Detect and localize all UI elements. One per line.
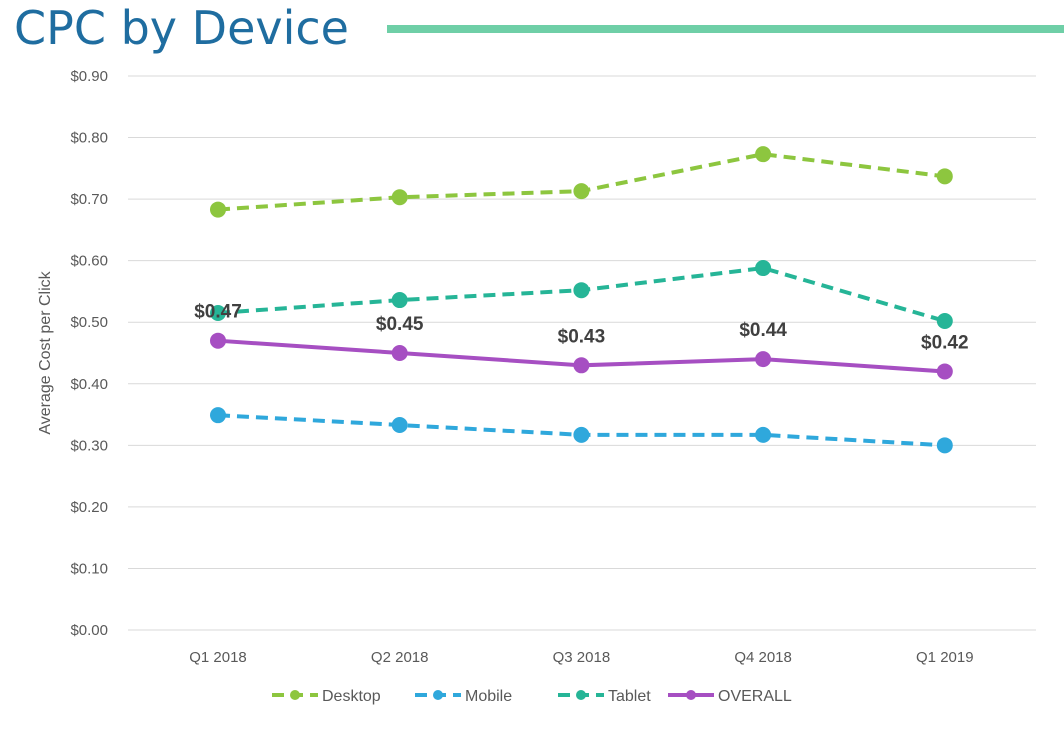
data-point-desktop: [573, 183, 590, 200]
legend-marker: [686, 690, 696, 700]
data-point-mobile: [210, 407, 226, 424]
y-tick-label: $0.10: [70, 560, 108, 577]
data-point-desktop: [755, 146, 772, 163]
x-tick-label: Q2 2018: [371, 649, 429, 666]
y-tick-label: $0.00: [70, 622, 108, 639]
x-tick-label: Q4 2018: [734, 649, 792, 666]
y-tick-label: $0.20: [70, 499, 108, 516]
y-tick-label: $0.30: [70, 437, 108, 454]
legend-label: Mobile: [465, 688, 512, 705]
data-point-overall: [573, 357, 590, 374]
data-label: $0.42: [921, 332, 969, 353]
y-tick-label: $0.40: [70, 376, 108, 393]
data-label: $0.43: [558, 326, 606, 347]
data-label: $0.45: [376, 314, 424, 335]
data-point-desktop: [936, 168, 953, 185]
data-point-tablet: [573, 282, 590, 299]
data-point-desktop: [210, 201, 226, 218]
legend-marker: [576, 690, 586, 700]
legend-label: Tablet: [608, 688, 651, 705]
data-label: $0.44: [739, 320, 787, 341]
y-tick-label: $0.80: [70, 130, 108, 147]
chart-title: CPC by Device: [14, 1, 349, 55]
y-tick-label: $0.70: [70, 191, 108, 208]
legend-marker: [290, 690, 300, 700]
data-point-tablet: [210, 304, 226, 321]
legend-marker: [433, 690, 443, 700]
title-rule: [387, 25, 1064, 33]
data-point-overall: [210, 332, 226, 349]
legend-label: Desktop: [322, 688, 381, 705]
x-tick-label: Q1 2018: [189, 649, 247, 666]
x-tick-label: Q1 2019: [916, 649, 974, 666]
data-point-mobile: [391, 417, 408, 434]
y-axis-label: Average Cost per Click: [37, 270, 54, 434]
data-point-mobile: [755, 426, 772, 443]
data-point-overall: [391, 345, 408, 361]
data-point-tablet: [755, 260, 772, 277]
data-point-tablet: [936, 312, 953, 329]
y-tick-label: $0.50: [70, 314, 108, 331]
x-tick-label: Q3 2018: [553, 649, 611, 666]
data-point-mobile: [936, 437, 953, 454]
data-point-overall: [755, 351, 772, 368]
data-point-mobile: [573, 426, 590, 443]
y-tick-label: $0.90: [70, 68, 108, 85]
data-point-overall: [936, 363, 953, 380]
series-line-desktop: [217, 152, 946, 212]
data-point-desktop: [391, 189, 408, 206]
legend-label: OVERALL: [718, 688, 792, 705]
data-label: $0.47: [194, 302, 242, 323]
data-point-tablet: [391, 292, 408, 309]
y-tick-label: $0.60: [70, 253, 108, 270]
